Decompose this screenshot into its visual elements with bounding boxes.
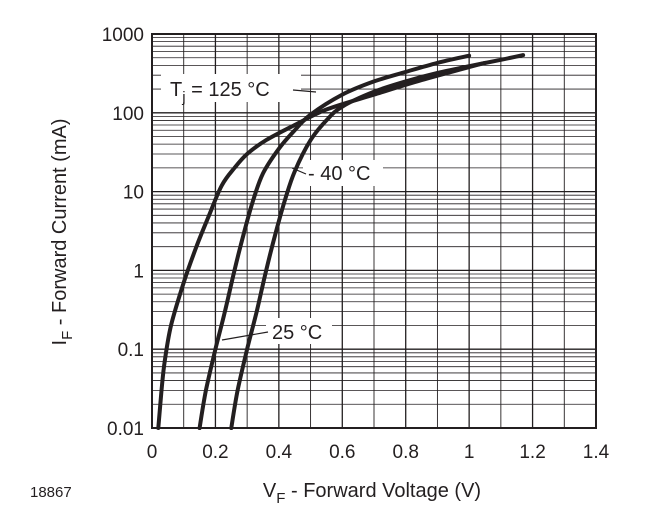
- y-axis-title: IF - Forward Current (mA): [49, 119, 76, 346]
- annotation-m40-bg: [303, 160, 383, 186]
- x-axis-title: VF - Forward Voltage (V): [263, 480, 481, 507]
- plot-frame: [151, 33, 597, 429]
- annotation-25-leader: [221, 331, 269, 341]
- annotation-25: 25 °C: [272, 322, 322, 344]
- x-tick-label: 0.4: [266, 442, 293, 463]
- x-tick-label: 0: [147, 442, 158, 463]
- y-tick-label: 0.1: [118, 340, 144, 361]
- series-line-3: [229, 53, 526, 430]
- y-tick-label: 100: [112, 104, 144, 125]
- annotation-125-bg: [161, 74, 301, 102]
- y-tick-label: 0.01: [107, 419, 144, 440]
- x-tick-labels: 0 0.2 0.4 0.6 0.8 1 1.2 1.4: [147, 442, 610, 463]
- annotation-125-leader: [292, 89, 317, 93]
- series-layer: [156, 53, 526, 430]
- annotation-25-bg: [266, 318, 332, 344]
- x-tick-label: 1.2: [519, 442, 545, 463]
- figure-id: 18867: [30, 484, 72, 501]
- y-tick-label: 10: [123, 183, 144, 204]
- series-line-2: [197, 53, 472, 430]
- x-tick-label: 1: [464, 442, 475, 463]
- x-tick-label: 0.2: [202, 442, 228, 463]
- y-tick-labels: 0.01 0.1 1 10 100 1000: [102, 25, 144, 440]
- series-line-1: [156, 60, 487, 430]
- annotation-m40: - 40 °C: [308, 163, 370, 185]
- grid: [152, 34, 596, 428]
- y-tick-label: 1: [133, 261, 144, 282]
- x-tick-label: 1.4: [583, 442, 610, 463]
- x-tick-label: 0.6: [329, 442, 355, 463]
- y-tick-label: 1000: [102, 25, 144, 46]
- annotation-m40-leader: [291, 167, 307, 175]
- annotation-125: Tj = 125 °C: [170, 79, 270, 106]
- x-tick-label: 0.8: [393, 442, 419, 463]
